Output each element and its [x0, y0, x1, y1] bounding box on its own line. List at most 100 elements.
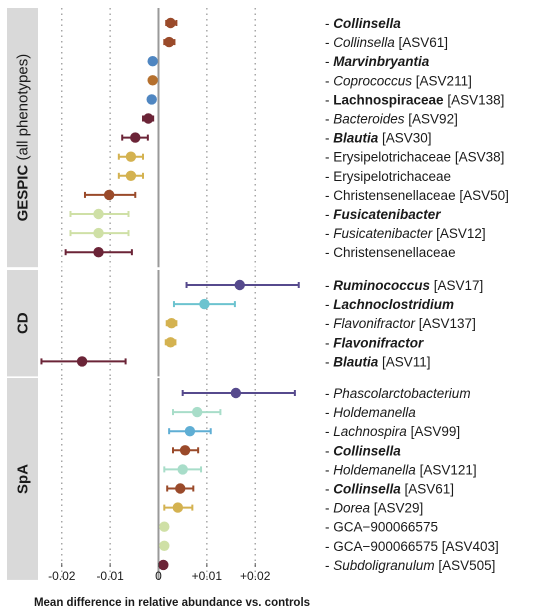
forest-row: - Holdemanella [ASV121] [163, 462, 477, 477]
forest-row: - Coprococcus [ASV211] [147, 73, 472, 88]
row-label: - Flavonifractor [325, 335, 424, 350]
asv-ref: [ASV61] [395, 35, 448, 50]
row-label-dash: - [325, 354, 333, 369]
row-label: - Holdemanella [325, 405, 416, 420]
x-tick-label: -0.01 [96, 569, 124, 583]
taxon-name: Collinsella [333, 482, 401, 497]
row-label: - GCA−900066575 [ASV403] [325, 539, 499, 554]
row-label: - Collinsella [ASV61] [325, 482, 454, 497]
forest-row: - Marvinbryantia [147, 54, 430, 69]
taxon-name: Ruminococcus [333, 278, 430, 293]
strip-title: GESPIC [15, 165, 32, 222]
row-label-dash: - [325, 316, 333, 331]
forest-row: - Holdemanella [172, 405, 416, 420]
estimate-point [163, 36, 175, 48]
panel-strip-label: CD [15, 312, 32, 334]
estimate-point [130, 132, 141, 143]
row-label-dash: - [325, 188, 333, 203]
forest-row: - Lachnospiraceae [ASV138] [146, 92, 504, 107]
forest-row: - Collinsella [172, 443, 401, 458]
taxon-name: Collinsella [333, 443, 401, 458]
row-label: - Lachnospiraceae [ASV138] [325, 92, 504, 107]
row-label: - Lachnoclostridium [325, 297, 454, 312]
estimate-point [166, 318, 177, 329]
panel-strip [7, 270, 38, 377]
row-label: - Collinsella [325, 16, 401, 31]
estimate-point [179, 445, 191, 456]
forest-row: - Collinsella [ASV61] [166, 482, 454, 497]
taxon-name: Coprococcus [333, 73, 412, 88]
taxon-name: Lachnospira [333, 424, 407, 439]
estimate-point [93, 227, 104, 239]
panel-strip-label: GESPIC (all phenotypes) [15, 54, 32, 222]
forest-row: - Dorea [ASV29] [163, 501, 423, 516]
row-label-dash: - [325, 386, 333, 401]
row-label: - Bacteroides [ASV92] [325, 112, 458, 127]
forest-row: - Lachnoclostridium [172, 297, 454, 312]
row-label: - Fusicatenibacter [ASV12] [325, 226, 486, 241]
forest-row: - Subdoligranulum [ASV505] [158, 558, 495, 573]
row-label-dash: - [325, 169, 333, 184]
estimate-point [93, 247, 104, 258]
forest-row: - Flavonifractor [164, 335, 424, 350]
taxon-name: Lachnoclostridium [333, 297, 454, 312]
row-label-dash: - [325, 112, 333, 127]
taxon-name: Christensenellaceae [333, 245, 455, 260]
estimate-point [143, 113, 154, 124]
asv-ref: [ASV92] [405, 112, 458, 127]
row-label-dash: - [325, 405, 333, 420]
row-label-dash: - [325, 501, 333, 516]
asv-ref: [ASV11] [378, 354, 430, 369]
row-label: - Collinsella [325, 443, 401, 458]
forest-row: - Fusicatenibacter [ASV12] [69, 226, 486, 241]
row-label: - Dorea [ASV29] [325, 501, 423, 516]
forest-row: - Fusicatenibacter [69, 207, 441, 222]
taxon-name: Marvinbryantia [333, 54, 430, 69]
asv-ref: [ASV29] [370, 501, 423, 516]
row-label-dash: - [325, 54, 333, 69]
taxon-name: Phascolarctobacterium [333, 386, 470, 401]
estimate-point [191, 406, 203, 418]
asv-ref: [ASV61] [401, 482, 454, 497]
row-label: - Blautia [ASV11] [325, 354, 431, 369]
row-label-dash: - [325, 297, 333, 312]
estimate-point [146, 94, 157, 105]
taxon-name: Lachnospiraceae [333, 92, 444, 107]
forest-row: - Phascolarctobacterium [181, 386, 471, 401]
panel-strip-label: SpA [15, 464, 32, 494]
row-label-dash: - [325, 335, 333, 350]
estimate-point [76, 356, 88, 367]
strip-title: SpA [15, 464, 32, 494]
x-tick-label: +0.01 [192, 569, 223, 583]
forest-row: - Lachnospira [ASV99] [168, 424, 460, 439]
row-label: - Coprococcus [ASV211] [325, 73, 472, 88]
row-label: - Marvinbryantia [325, 54, 430, 69]
estimate-point [158, 559, 169, 571]
forest-row: - Erysipelotrichaceae [ASV38] [117, 150, 504, 165]
row-label-dash: - [325, 73, 333, 88]
row-label: - Erysipelotrichaceae [325, 169, 451, 184]
row-label-dash: - [325, 131, 333, 146]
row-label: - Fusicatenibacter [325, 207, 441, 222]
panel-cd: CD- Ruminococcus [ASV17]- Lachnoclostrid… [7, 270, 483, 377]
asv-ref: [ASV50] [456, 188, 509, 203]
asv-ref: [ASV121] [416, 462, 477, 477]
estimate-point [93, 208, 104, 220]
taxon-name: GCA−900066575 [333, 539, 438, 554]
taxon-name: Holdemanella [333, 462, 416, 477]
estimate-point [199, 298, 210, 310]
estimate-point [103, 189, 115, 201]
row-label: - Blautia [ASV30] [325, 131, 432, 146]
row-label: - Christensenellaceae [325, 245, 456, 260]
asv-ref: [ASV30] [378, 131, 431, 146]
row-label-dash: - [325, 424, 333, 439]
row-label: - Phascolarctobacterium [325, 386, 471, 401]
taxon-name: Holdemanella [333, 405, 416, 420]
taxon-name: Collinsella [333, 35, 395, 50]
panel-strip [7, 378, 38, 580]
panel-spa: SpA- Phascolarctobacterium- Holdemanella… [7, 378, 499, 580]
forest-row: - Blautia [ASV30] [121, 131, 432, 146]
taxon-name: Blautia [333, 354, 379, 369]
taxon-name: GCA−900066575 [333, 520, 438, 535]
taxon-name: Flavonifractor [333, 335, 424, 350]
